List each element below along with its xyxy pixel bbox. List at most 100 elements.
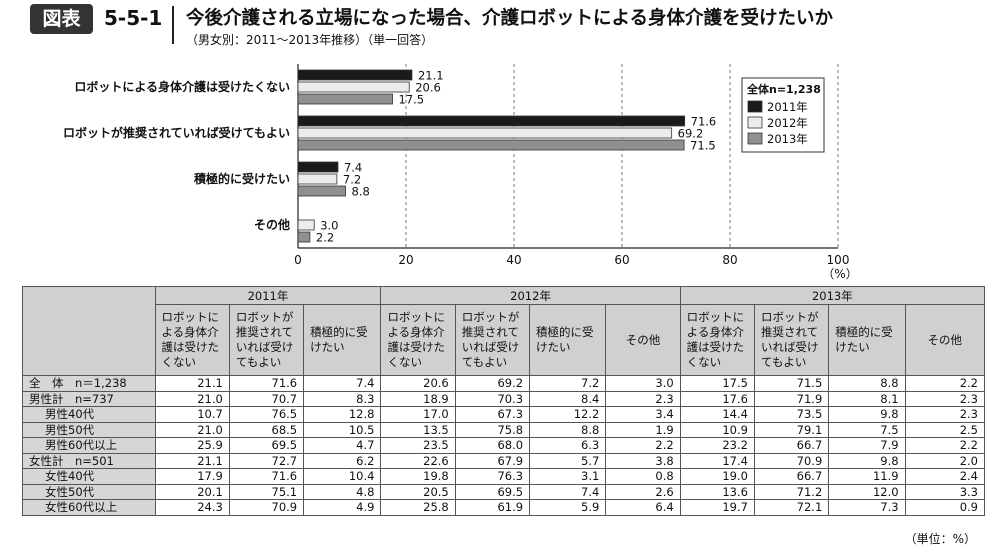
table-body: 全 体 n＝1,238 21.1 71.6 7.4 20.6 69.2 7.2 3.0 17.5…: [22, 375, 986, 516]
table-cell: 18.9: [380, 390, 456, 407]
table-cell: 25.9: [154, 437, 230, 454]
column-header: ロボットによる身体介護は受けたくない: [154, 304, 230, 376]
bar-2013年: [297, 93, 393, 105]
table-cell: 6.3: [529, 437, 607, 454]
table-cell: 2.3: [904, 406, 986, 423]
x-tick-label: 20: [398, 253, 413, 267]
column-header: ロボットが推奨されていれば受けてもよい: [228, 304, 305, 376]
table-cell: 76.3: [454, 468, 531, 485]
bar-2011年: [297, 161, 339, 173]
legend-label: 2012年: [767, 116, 808, 130]
table-cell: 2.6: [605, 483, 681, 500]
bar-value-label: 17.5: [399, 93, 425, 107]
row-label: 女性40代: [22, 468, 156, 485]
table-cell: 8.1: [828, 390, 906, 407]
table-cell: 73.5: [753, 406, 830, 423]
table-cell: 8.8: [828, 375, 906, 392]
table-cell: 8.4: [529, 390, 607, 407]
table-cell: 21.0: [154, 390, 230, 407]
row-label: 女性計 n=501: [22, 452, 156, 469]
data-table: 2011年 2012年 2013年 ロボットによる身体介護は受けたくない ロボット…: [22, 286, 986, 516]
table-cell: 10.9: [679, 421, 755, 438]
legend-title: 全体n=1,238: [746, 82, 821, 96]
table-cell: 17.6: [679, 390, 755, 407]
bar-2013年: [297, 185, 346, 197]
table-cell: 0.8: [605, 468, 681, 485]
table-cell: 13.6: [679, 483, 755, 500]
bar-2013年: [297, 139, 685, 151]
table-cell: 19.8: [380, 468, 456, 485]
table-cell: 3.0: [605, 375, 681, 392]
x-tick-label: 80: [722, 253, 737, 267]
x-tick-label: 0: [294, 253, 302, 267]
table-cell: 70.7: [228, 390, 305, 407]
table-cell: 1.9: [605, 421, 681, 438]
bar-value-label: 20.6: [415, 81, 441, 95]
category-label: その他: [254, 217, 290, 232]
bar-value-label: 71.6: [691, 115, 717, 129]
figure-number: 5-5-1: [104, 6, 163, 30]
table-cell: 76.5: [228, 406, 305, 423]
table-cell: 23.2: [679, 437, 755, 454]
row-label: 全 体 n＝1,238: [22, 375, 156, 392]
column-header: ロボットが推奨されていれば受けてもよい: [454, 304, 531, 376]
table-cell: 12.0: [828, 483, 906, 500]
table-cell: 20.6: [380, 375, 456, 392]
table-cell: 7.4: [529, 483, 607, 500]
figure-subtitle: （男女別：2011〜2013年推移）（単一回答）: [186, 33, 434, 47]
table-cell: 71.6: [228, 375, 305, 392]
table-cell: 2.3: [904, 390, 986, 407]
table-cell: 7.3: [828, 499, 906, 516]
table-cell: 22.6: [380, 452, 456, 469]
table-cell: 3.3: [904, 483, 986, 500]
table-cell: 5.7: [529, 452, 607, 469]
table-cell: 14.4: [679, 406, 755, 423]
row-label: 男性40代: [22, 406, 156, 423]
table-cell: 71.9: [753, 390, 830, 407]
table-corner-cell: [22, 286, 156, 376]
figure-header: 図表 5-5-1 今後介護される立場になった場合、介護ロボットによる身体介護を受…: [0, 0, 1000, 56]
category-label: ロボットによる身体介護は受けたくない: [74, 79, 290, 94]
table-cell: 21.1: [154, 375, 230, 392]
table-cell: 0.9: [904, 499, 986, 516]
bar-2013年: [297, 231, 311, 243]
table-cell: 8.8: [529, 421, 607, 438]
table-cell: 4.8: [303, 483, 382, 500]
legend-label: 2011年: [767, 100, 808, 114]
row-label: 男性60代以上: [22, 437, 156, 454]
bar-2011年: [297, 69, 413, 81]
table-cell: 10.4: [303, 468, 382, 485]
table-cell: 72.7: [228, 452, 305, 469]
table-cell: 6.2: [303, 452, 382, 469]
table-cell: 9.8: [828, 452, 906, 469]
table-cell: 25.8: [380, 499, 456, 516]
legend-swatch-2013年: [747, 132, 763, 145]
bar-2012年: [297, 219, 315, 231]
unit-note: （単位：%）: [904, 532, 976, 546]
row-label: 男性計 n=737: [22, 390, 156, 407]
table-cell: 7.9: [828, 437, 906, 454]
figure-title: 今後介護される立場になった場合、介護ロボットによる身体介護を受けたいか: [186, 8, 833, 29]
x-axis-unit: （%）: [822, 267, 857, 281]
bar-value-label: 7.4: [344, 161, 362, 175]
column-header: 積極的に受けたい: [529, 304, 607, 376]
bar-value-label: 3.0: [320, 219, 338, 233]
table-cell: 19.0: [679, 468, 755, 485]
table-cell: 10.5: [303, 421, 382, 438]
table-cell: 7.4: [303, 375, 382, 392]
column-header: 積極的に受けたい: [303, 304, 382, 376]
table-cell: 4.7: [303, 437, 382, 454]
table-row: 男性60代以上 25.9 69.5 4.7 23.5 68.0 6.3 2.2 23.2 66.7…: [22, 437, 986, 454]
table-row: 女性40代 17.9 71.6 10.4 19.8 76.3 3.1 0.8 19.0 66.7 1…: [22, 468, 986, 485]
bar-value-label: 69.2: [678, 127, 704, 141]
table-cell: 21.1: [154, 452, 230, 469]
bar-value-label: 2.2: [316, 231, 334, 245]
table-cell: 11.9: [828, 468, 906, 485]
category-label: ロボットが推奨されていれば受けてもよい: [63, 125, 290, 140]
table-row: 男性40代 10.7 76.5 12.8 17.0 67.3 12.2 3.4 14.4 73.5…: [22, 406, 986, 423]
legend-label: 2013年: [767, 132, 808, 146]
table-row: 女性60代以上 24.3 70.9 4.9 25.8 61.9 5.9 6.4 19.7 72.1…: [22, 499, 986, 516]
figure-badge: 図表: [30, 4, 93, 34]
x-tick-label: 60: [614, 253, 629, 267]
table-cell: 69.5: [454, 483, 531, 500]
